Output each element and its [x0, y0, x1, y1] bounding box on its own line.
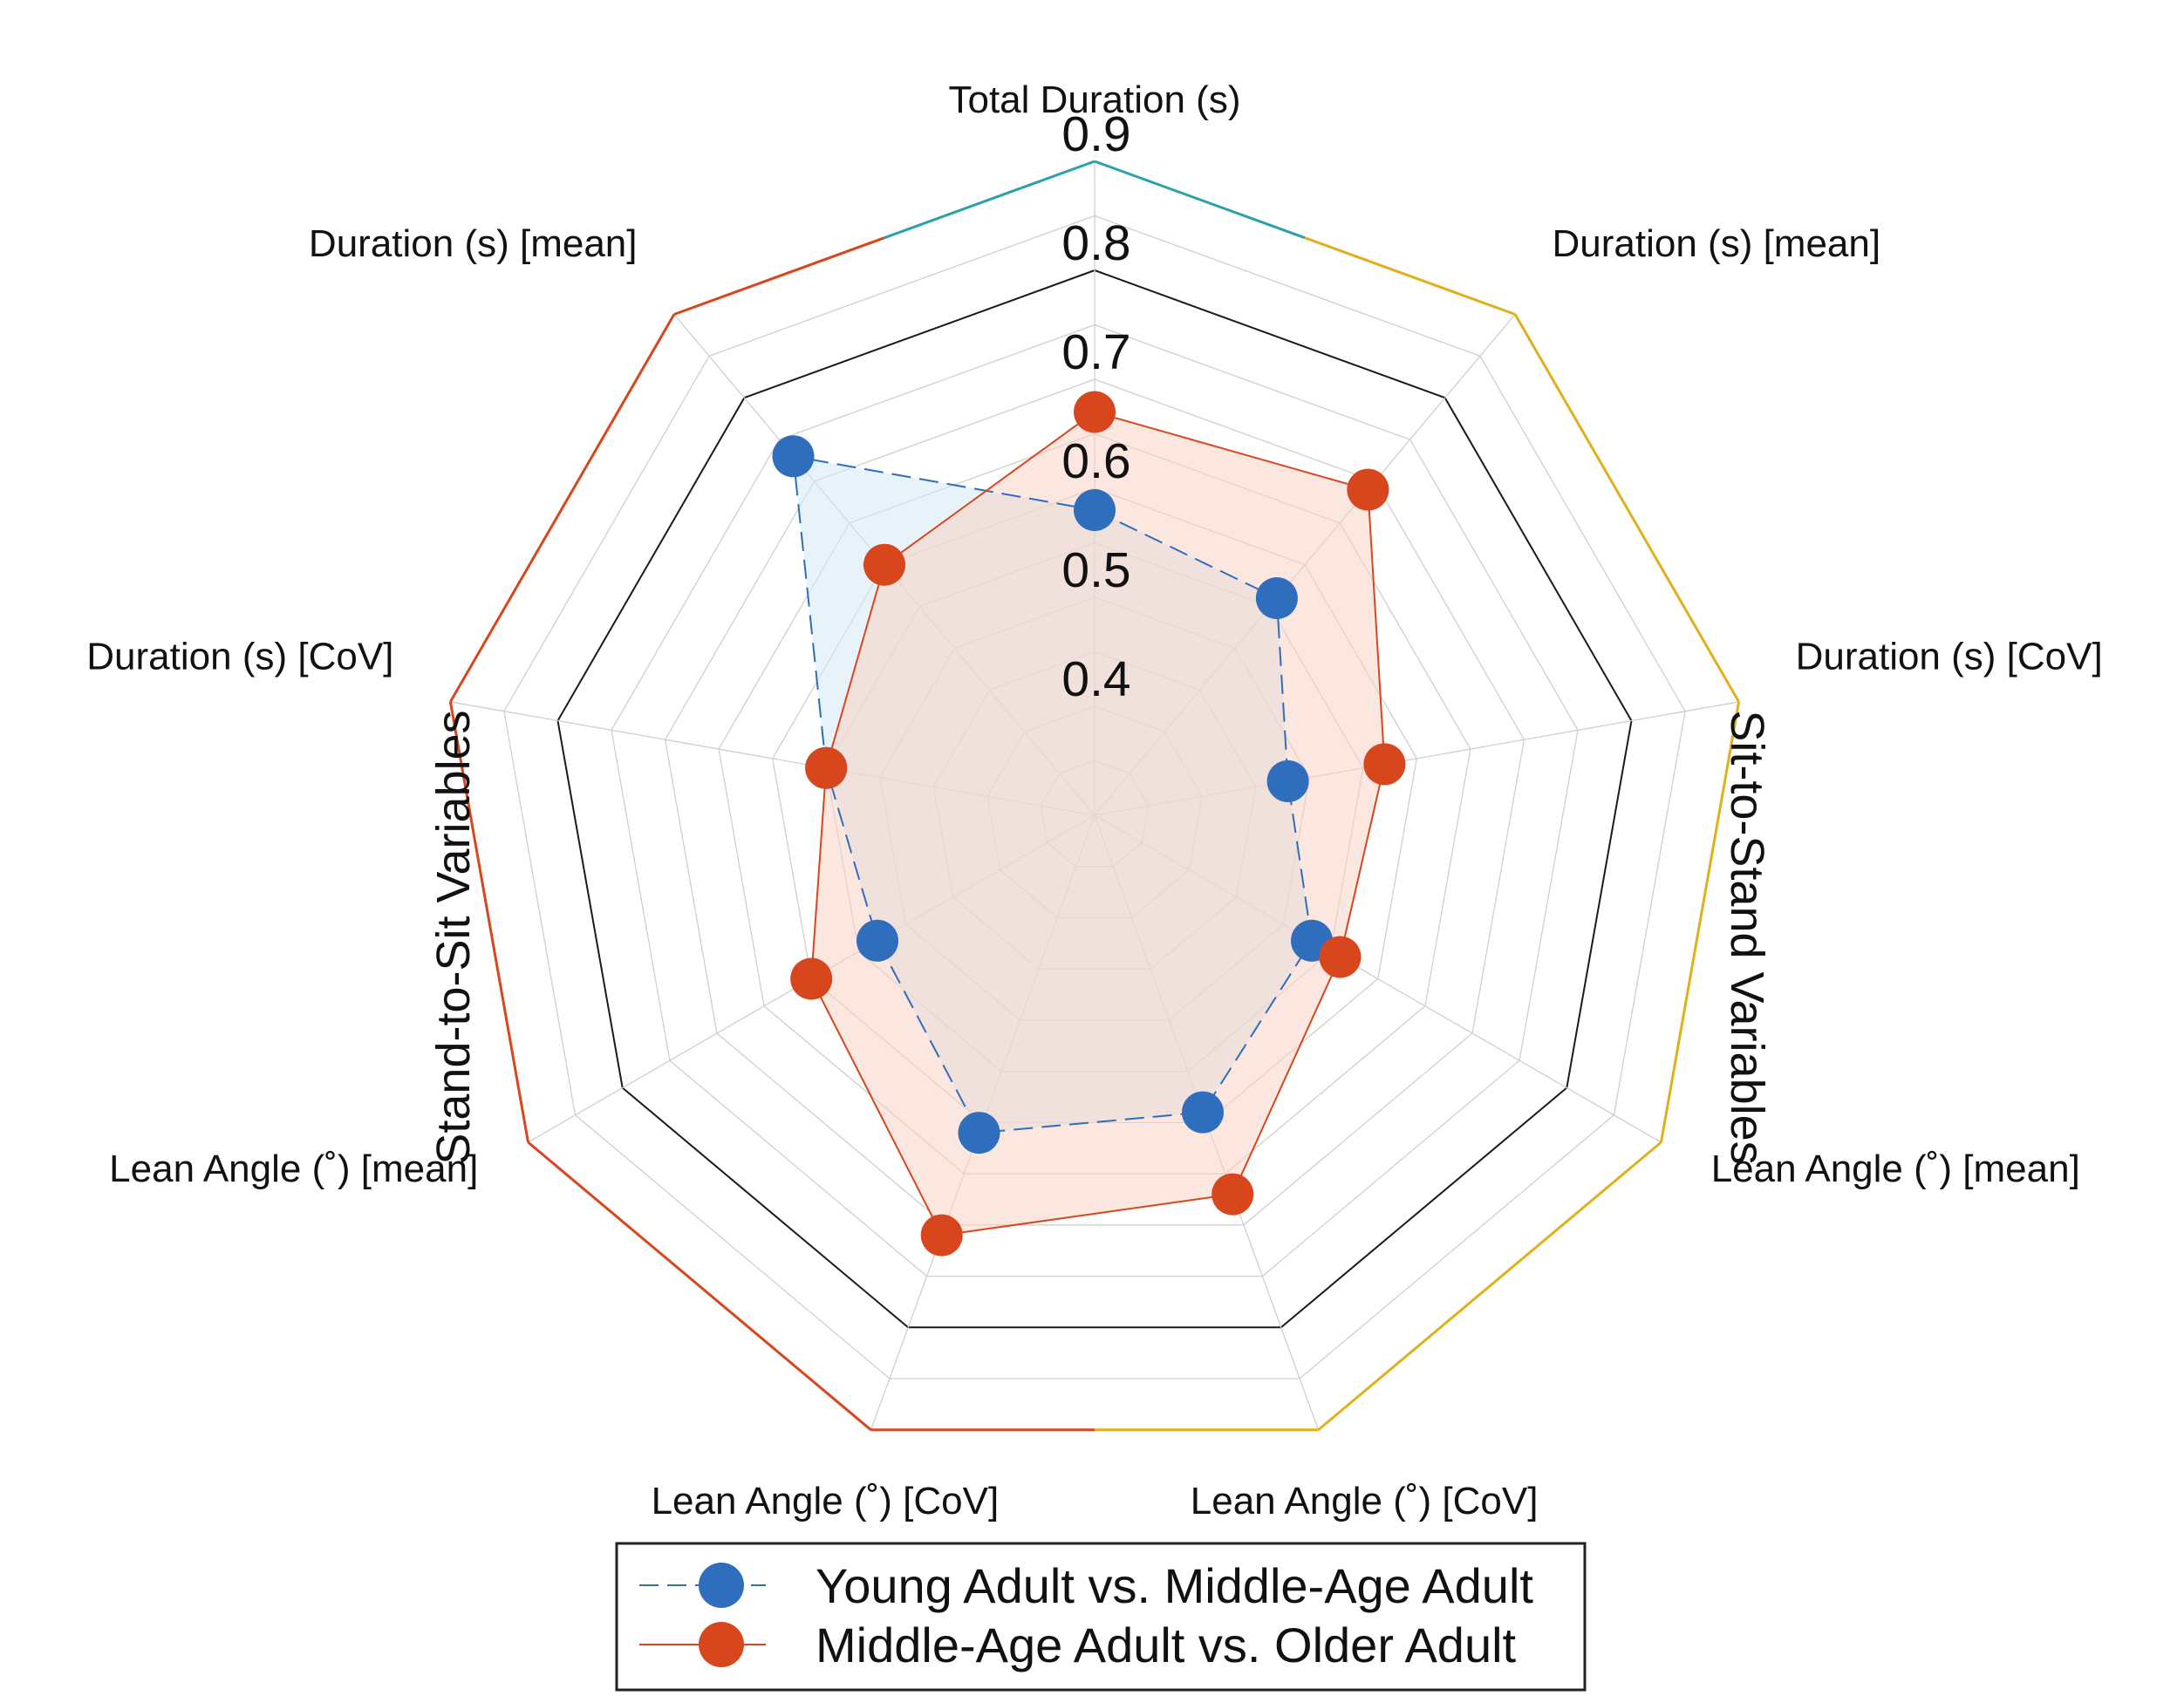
tick-label-0.6: 0.6	[1061, 433, 1130, 489]
legend-box	[615, 1542, 1587, 1692]
legend: Young Adult vs. Middle-Age Adult Middle-…	[615, 1542, 1587, 1692]
outline-left-8	[673, 236, 885, 316]
point-middle-vs-older-6	[790, 957, 833, 1000]
point-middle-vs-older-3	[1319, 936, 1362, 978]
point-young-vs-middle-2	[1266, 759, 1309, 802]
point-middle-vs-older-7	[805, 746, 848, 789]
tick-label-0.9: 0.9	[1061, 106, 1130, 162]
axis-label-1-duration-s-mean: Duration (s) [mean]	[1553, 222, 1881, 265]
series-layer	[772, 391, 1406, 1257]
tick-label-0.4: 0.4	[1061, 651, 1130, 707]
axis-label-6-lean-angle-mean: Lean Angle (˚) [mean]	[109, 1148, 478, 1190]
point-middle-vs-older-4	[1211, 1173, 1254, 1216]
tick-label-0.8: 0.8	[1061, 215, 1130, 271]
outline-right-0	[1304, 236, 1516, 316]
point-young-vs-middle-4	[1182, 1091, 1224, 1134]
point-middle-vs-older-5	[920, 1214, 963, 1257]
legend-entry-middle-vs-older: Middle-Age Adult vs. Older Adult	[639, 1618, 1517, 1672]
point-young-vs-middle-6	[857, 919, 898, 962]
point-middle-vs-older-2	[1363, 743, 1406, 786]
legend-marker-middle-vs-older	[699, 1622, 744, 1667]
outline-left-5	[527, 1141, 872, 1431]
series-line-middle-vs-older	[810, 411, 1386, 1236]
legend-marker-young-vs-middle	[699, 1563, 744, 1608]
axis-labels: Total Duration (s) Duration (s) [mean] Dur…	[86, 78, 2102, 1522]
point-middle-vs-older-1	[1347, 468, 1389, 511]
outline-left-6	[448, 701, 529, 1143]
tick-label-0.5: 0.5	[1061, 542, 1130, 598]
axis-label-0-total-duration-s: Total Duration (s)	[948, 78, 1240, 121]
axis-label-8-duration-s-mean: Duration (s) [mean]	[309, 222, 638, 265]
outline-left-7	[449, 313, 676, 703]
outline-top-left	[884, 160, 1095, 240]
grid-ring-0.70	[664, 378, 1525, 1226]
point-middle-vs-older-0	[1074, 391, 1116, 433]
grid-ring-0.75	[611, 324, 1579, 1277]
axis-label-5-lean-angle-cov: Lean Angle (˚) [CoV]	[652, 1480, 1000, 1522]
axis-label-2-duration-s-cov: Duration (s) [CoV]	[1796, 635, 2103, 678]
point-young-vs-middle-8	[772, 435, 815, 478]
outline-right-2	[1660, 701, 1741, 1143]
legend-entry-young-vs-middle: Young Adult vs. Middle-Age Adult	[639, 1558, 1533, 1613]
axis-label-3-lean-angle-mean: Lean Angle (˚) [mean]	[1711, 1148, 2080, 1190]
legend-label-young-vs-middle: Young Adult vs. Middle-Age Adult	[816, 1558, 1533, 1613]
point-young-vs-middle-0	[1074, 489, 1116, 531]
point-middle-vs-older-8	[863, 543, 905, 586]
point-young-vs-middle-5	[958, 1112, 1000, 1155]
axis-label-4-lean-angle-cov: Lean Angle (˚) [CoV]	[1191, 1480, 1539, 1522]
series-area-middle-vs-older	[811, 412, 1385, 1236]
group-label-stand-to-sit: Stand-to-Sit Variables	[427, 710, 480, 1164]
outline-right-3	[1317, 1141, 1662, 1431]
tick-label-0.7: 0.7	[1061, 324, 1130, 380]
radial-ticks: 0.4 0.5 0.6 0.7 0.8 0.9	[1061, 106, 1130, 707]
outline-right-1	[1513, 313, 1740, 703]
point-young-vs-middle-1	[1255, 577, 1298, 619]
legend-label-middle-vs-older: Middle-Age Adult vs. Older Adult	[816, 1618, 1517, 1672]
axis-label-7-duration-s-cov: Duration (s) [CoV]	[86, 635, 393, 678]
grid-ring-0.80	[556, 269, 1633, 1329]
series-line-young-vs-middle	[792, 455, 1314, 1134]
group-outline	[448, 160, 1741, 1432]
grid-ring-0.85	[503, 215, 1686, 1379]
group-label-sit-to-stand: Sit-to-Stand Variables	[1721, 710, 1773, 1164]
outline-top-right	[1094, 160, 1306, 240]
